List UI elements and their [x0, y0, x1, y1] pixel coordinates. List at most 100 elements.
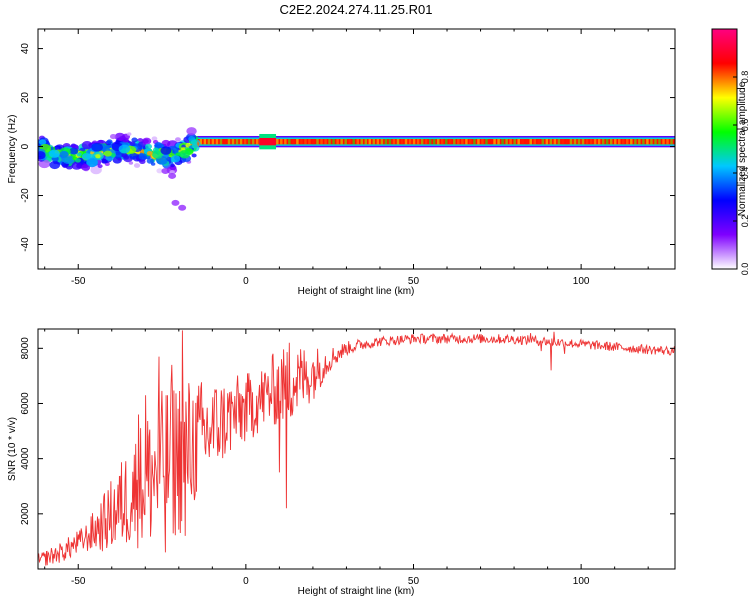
band-cell	[328, 138, 331, 145]
heatmap-tail-blob	[178, 204, 187, 211]
heatmap-blob	[156, 168, 164, 174]
band-cell	[601, 138, 605, 145]
band-cell	[505, 138, 508, 145]
band-cell	[557, 138, 561, 145]
band-cell	[561, 138, 565, 145]
band-cell	[312, 138, 315, 145]
band-cell	[618, 138, 621, 145]
band-cell	[436, 138, 440, 145]
band-cell	[597, 138, 601, 145]
spectrogram-y-axis-label: Frequency (Hz)	[7, 115, 18, 184]
band-cell	[336, 138, 339, 145]
band-cell	[320, 138, 323, 145]
band-cell	[457, 138, 460, 145]
heatmap-blob	[109, 133, 117, 140]
band-cell	[296, 138, 299, 145]
band-cell	[348, 138, 351, 145]
figure-title: C2E2.2024.274.11.25.R01	[280, 2, 433, 17]
heatmap-blob	[81, 152, 91, 160]
band-cell	[650, 138, 653, 145]
band-cell	[231, 138, 235, 145]
band-cell	[215, 138, 219, 145]
band-cell	[497, 138, 500, 145]
heatmap-blob	[170, 163, 176, 168]
band-cell	[529, 138, 532, 145]
band-cell	[424, 138, 428, 145]
spectrogram-x-tick-label: 100	[573, 276, 590, 287]
band-cell	[626, 138, 629, 145]
band-cell	[235, 138, 239, 145]
colorbar-ticks: 0.0 0.2 0.4 0.6 0.8	[733, 71, 750, 276]
band-cell	[658, 138, 661, 145]
band-cell	[288, 138, 291, 145]
band-cell	[453, 138, 456, 145]
heatmap-blob	[85, 150, 91, 154]
band-cell	[432, 138, 436, 145]
snr-frame	[37, 328, 676, 570]
band-cell	[440, 138, 444, 145]
band-cell	[340, 138, 343, 145]
colorbar-label: Normalized spectral amplitude	[737, 81, 748, 216]
band-cell	[203, 138, 207, 145]
heatmap-blob	[127, 132, 132, 136]
band-cell	[284, 138, 287, 145]
snr-x-tick-label: 50	[408, 576, 420, 587]
band-cell	[605, 138, 609, 145]
spectrogram-x-tick-label: 0	[243, 276, 249, 287]
heatmap-blob	[142, 137, 152, 145]
band-cell	[513, 138, 516, 145]
band-cell	[609, 138, 613, 145]
band-cell	[368, 138, 372, 145]
band-cell	[666, 138, 669, 145]
heatmap-blob	[128, 161, 134, 165]
heatmap-tail-blob	[161, 168, 170, 175]
spectrogram-y-tick-label: -20	[20, 188, 31, 203]
heatmap-blob	[49, 149, 60, 158]
band-cell	[324, 138, 327, 145]
band-cell	[445, 138, 448, 145]
heatmap-blob	[81, 164, 91, 171]
band-cell	[211, 138, 215, 145]
band-cell	[646, 138, 649, 145]
snr-series-line	[38, 330, 675, 566]
band-cell	[420, 138, 424, 145]
band-cell	[638, 138, 641, 145]
heatmap-blob	[97, 164, 103, 169]
spectrogram-y-ticks: -40 -20 0 20 40	[20, 43, 675, 252]
heatmap-blob	[137, 138, 143, 142]
heatmap-blob	[118, 137, 124, 142]
band-cell	[501, 138, 504, 145]
band-cell	[239, 138, 243, 145]
band-cell	[428, 138, 432, 145]
colorbar-tick-label: 0.0	[740, 263, 750, 276]
heatmap-blob	[81, 140, 93, 150]
band-cell	[485, 138, 488, 145]
heatmap-blob	[150, 162, 156, 166]
spectrogram-y-tick-label: -40	[20, 237, 31, 252]
spectrogram-y-tick-label: 20	[20, 92, 31, 104]
heatmap-blob	[69, 147, 79, 155]
band-cell	[304, 138, 307, 145]
band-cell	[477, 138, 480, 145]
spectrogram-frame	[37, 28, 676, 270]
band-cell	[593, 138, 597, 145]
band-cell	[292, 138, 295, 145]
band-cell	[412, 138, 416, 145]
heatmap-blob	[166, 156, 172, 162]
band-cell	[541, 138, 545, 145]
heatmap-cells	[38, 127, 675, 211]
snr-y-ticks: 2000 4000 6000 8000	[20, 337, 675, 525]
heatmap-blob	[76, 152, 82, 157]
band-cell	[577, 138, 581, 145]
colorbar-gradient	[711, 28, 738, 270]
heatmap-blob	[59, 150, 69, 158]
band-cell	[521, 138, 524, 145]
band-cell	[251, 138, 255, 145]
band-cell	[316, 138, 319, 145]
band-cell	[360, 138, 364, 145]
colorbar-tick-label: 0.6	[740, 119, 750, 132]
band-cell	[243, 138, 247, 145]
band-cell	[630, 138, 633, 145]
band-cell	[380, 138, 384, 145]
heatmap-blob	[122, 137, 129, 143]
